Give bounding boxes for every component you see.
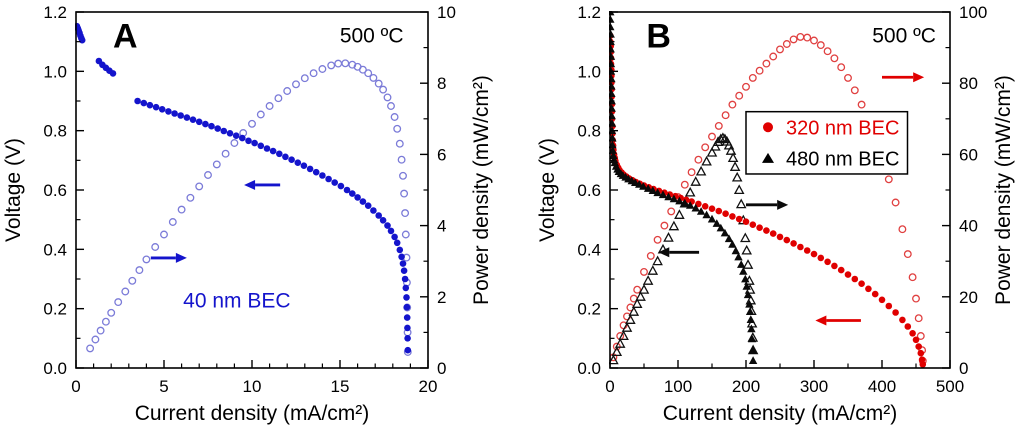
x-tick-label: 20 [419, 377, 438, 396]
y-right-tick-label: 20 [959, 288, 978, 307]
chart-panel-a: 0 5 10 15 20 0.0 0.2 0.4 0.6 0.8 1.0 1.2 0 2 4 6 8 10 Curr… [2, 3, 493, 425]
y-left-tick-label: 0.4 [43, 240, 67, 259]
y-right-tick-label: 0 [959, 359, 968, 378]
x-tick-label: 15 [331, 377, 350, 396]
y-left-axis-label: Voltage (V) [2, 138, 25, 242]
y-right-tick-label: 10 [437, 3, 456, 22]
annotation-a: A [113, 18, 138, 56]
chart-panel-b: 0 100 200 300 400 500 0.0 0.2 0.4 0.6 0.8 1.0 1.2 0 20… [536, 3, 1015, 425]
y-right-tick-label: 4 [437, 217, 446, 236]
axis-direction-arrow-head [913, 72, 925, 83]
series-voltage-320nm [609, 32, 927, 368]
y-right-tick-label: 0 [437, 359, 446, 378]
y-left-tick-label: 0.2 [577, 300, 601, 319]
legend-marker-circle [763, 122, 773, 133]
y-right-tick-label: 8 [437, 74, 446, 93]
y-left-tick-label: 0.6 [43, 181, 67, 200]
y-right-axis-label: Power density (mW/cm²) [992, 75, 1015, 305]
x-tick-label: 200 [732, 377, 760, 396]
x-tick-label: 5 [159, 377, 168, 396]
axis-direction-arrow-head [777, 199, 789, 210]
annotation-500-c: 500 ºC [340, 24, 404, 47]
annotation-500-c: 500 ºC [872, 24, 936, 47]
y-left-tick-label: 0.2 [43, 300, 67, 319]
annotation-b: B [646, 18, 671, 56]
axis-direction-arrow-head [244, 179, 256, 190]
y-left-tick-label: 0.6 [577, 181, 601, 200]
y-right-axis-label: Power density (mW/cm²) [470, 75, 493, 305]
x-tick-label: 400 [868, 377, 896, 396]
legend-label: 480 nm BEC [786, 148, 899, 170]
y-right-tick-label: 6 [437, 145, 446, 164]
y-right-tick-label: 100 [959, 3, 987, 22]
x-tick-label: 500 [936, 377, 964, 396]
x-tick-label: 0 [71, 377, 80, 396]
y-left-axis-label: Voltage (V) [536, 138, 559, 242]
x-tick-label: 10 [243, 377, 262, 396]
y-left-tick-label: 1.0 [43, 62, 67, 81]
plot-frame [75, 11, 429, 369]
legend-marker-triangle [762, 152, 774, 163]
series-power-40nm [86, 59, 412, 356]
y-left-tick-label: 0.0 [43, 359, 67, 378]
y-left-tick-label: 1.0 [577, 62, 601, 81]
legend-box [745, 110, 909, 175]
axis-direction-arrow-head [175, 252, 187, 263]
x-axis-label: Current density (mA/cm²) [663, 402, 898, 425]
y-left-tick-label: 0.8 [577, 122, 601, 141]
x-tick-label: 300 [800, 377, 828, 396]
x-tick-label: 0 [605, 377, 614, 396]
annotation-40-nm-bec: 40 nm BEC [183, 289, 290, 312]
axis-direction-arrow-head [815, 315, 827, 326]
y-right-tick-label: 80 [959, 74, 978, 93]
series-power-320nm [609, 32, 927, 365]
y-left-tick-label: 1.2 [577, 3, 601, 22]
legend-label: 320 nm BEC [786, 117, 899, 139]
x-tick-label: 100 [664, 377, 692, 396]
y-left-tick-label: 0.8 [43, 122, 67, 141]
y-left-tick-label: 0.0 [577, 359, 601, 378]
y-right-tick-label: 2 [437, 288, 446, 307]
y-left-tick-label: 1.2 [43, 3, 67, 22]
axis-direction-arrow-head [658, 247, 670, 258]
x-axis-label: Current density (mA/cm²) [135, 402, 370, 425]
y-right-tick-label: 60 [959, 145, 978, 164]
y-left-tick-label: 0.4 [577, 240, 601, 259]
y-right-tick-label: 40 [959, 217, 978, 236]
